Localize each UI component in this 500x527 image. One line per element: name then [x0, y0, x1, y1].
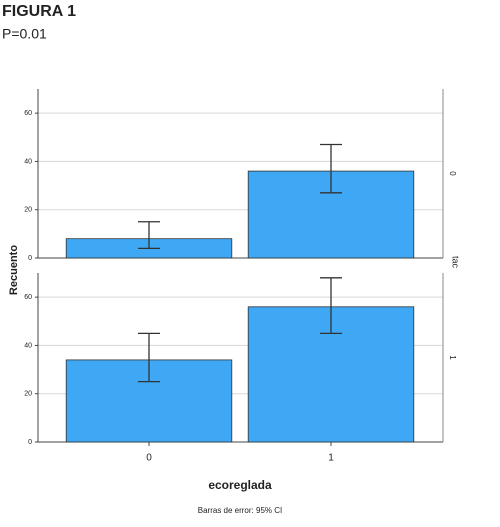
figure-title: FIGURA 1	[2, 3, 76, 20]
y-tick-label: 20	[24, 391, 32, 398]
y-tick-label: 0	[28, 439, 32, 446]
y-tick-label: 40	[24, 342, 32, 349]
y-tick-label: 20	[24, 207, 32, 214]
facet-label: tac	[451, 256, 461, 269]
x-tick-label: 0	[146, 453, 152, 464]
error-bar	[138, 221, 160, 249]
facet-value: 1	[448, 355, 457, 360]
figure-subtitle: P=0.01	[2, 26, 47, 42]
error-bar	[138, 332, 160, 383]
y-tick-label: 40	[24, 158, 32, 165]
x-tick-label: 1	[328, 453, 334, 464]
x-axis-label: ecoreglada	[208, 478, 272, 492]
y-tick-label: 60	[24, 294, 32, 301]
y-axis-label: Recuento	[8, 245, 20, 295]
error-bar	[320, 277, 342, 335]
y-tick-label: 0	[28, 255, 32, 262]
error-bar	[320, 143, 342, 194]
y-tick-label: 60	[24, 110, 32, 117]
facet-value: 0	[448, 171, 457, 176]
footnote: Barras de error: 95% CI	[198, 506, 282, 515]
